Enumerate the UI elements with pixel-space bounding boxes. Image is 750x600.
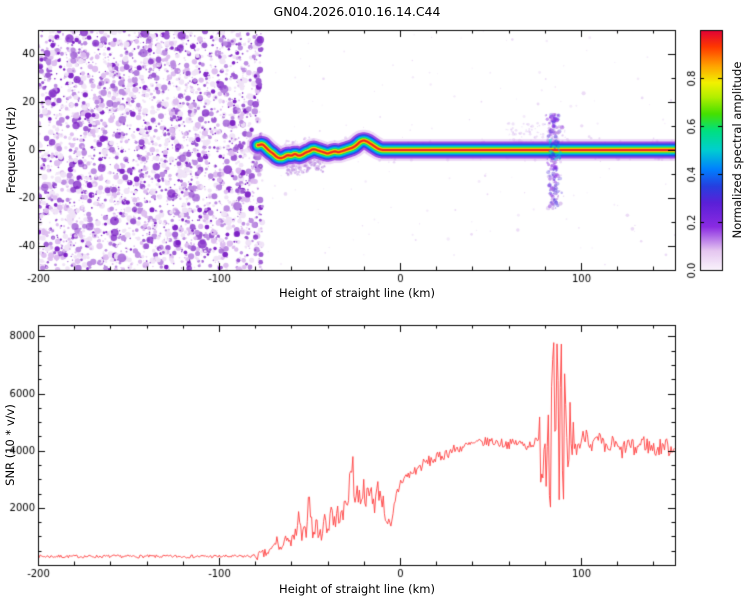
colorbar-label: Normalized spectral amplitude	[730, 61, 744, 239]
bottom-x-axis-label: Height of straight line (km)	[279, 582, 435, 596]
snr-axis-label: SNR (10 * v/v)	[3, 404, 17, 486]
chart-title: GN04.2026.010.16.14.C44	[273, 4, 441, 19]
top-x-axis-label: Height of straight line (km)	[279, 286, 435, 300]
frequency-axis-label: Frequency (Hz)	[4, 106, 18, 194]
